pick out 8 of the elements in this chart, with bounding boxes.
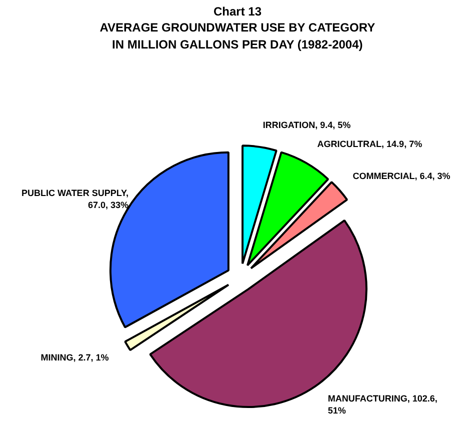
chart-title: Chart 13 (213, 4, 262, 18)
slice-label: PUBLIC WATER SUPPLY, 67.0, 33% (21, 188, 128, 210)
slice-label: COMMERCIAL, 6.4, 3% (352, 171, 450, 181)
slice-label: IRRIGATION, 9.4, 5% (262, 120, 351, 130)
slice-label: AGRICULTRAL, 14.9, 7% (317, 138, 422, 149)
slice-label: MANUFACTURING, 102.6, 51% (328, 393, 438, 416)
slice-label: MINING, 2.7, 1% (40, 352, 109, 362)
chart-subtitle: AVERAGE GROUNDWATER USE BY CATEGORY IN MILLION GALLONS PER DAY (1982-2004) (100, 20, 376, 52)
